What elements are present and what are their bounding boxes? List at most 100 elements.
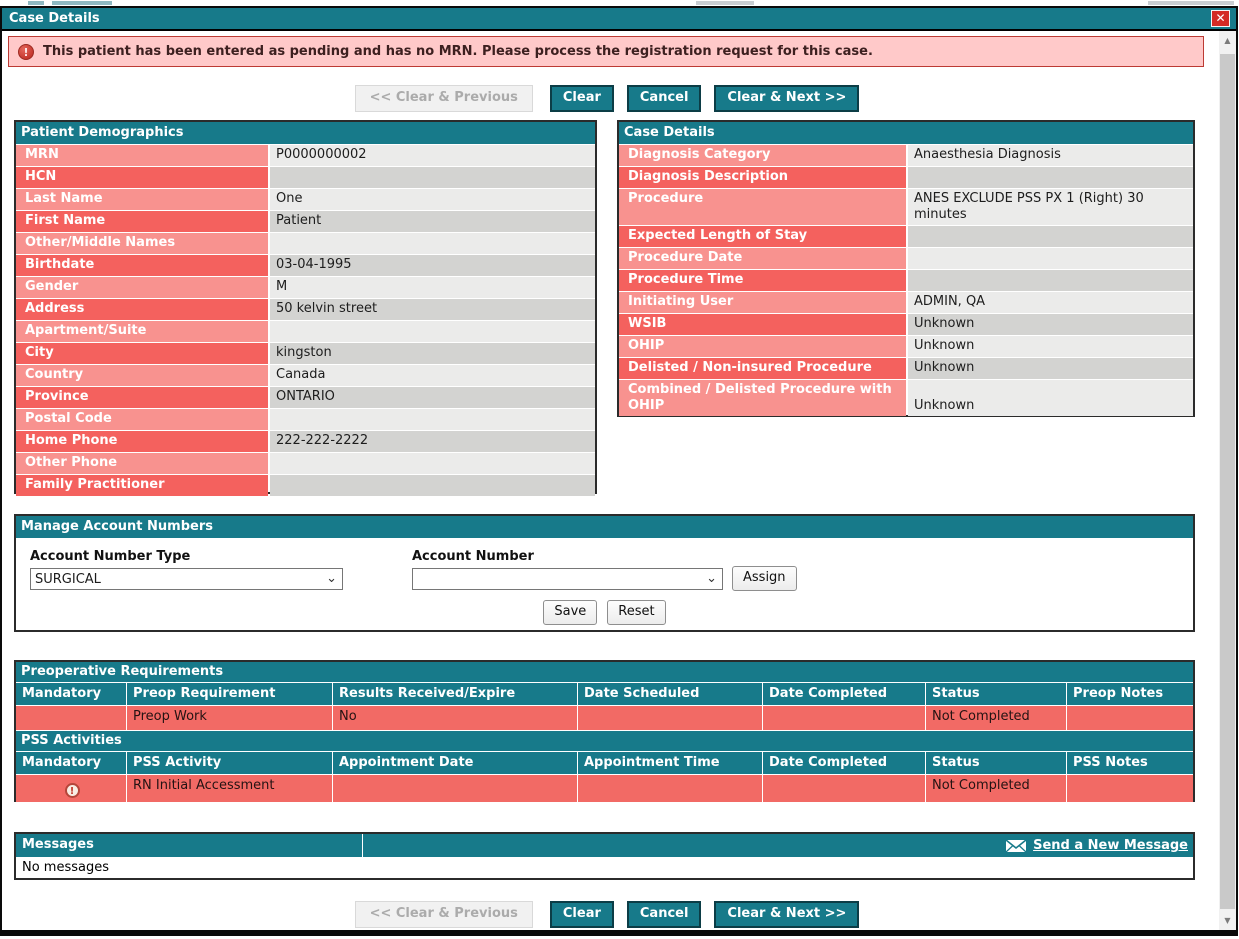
row-label: Home Phone xyxy=(16,431,268,452)
account-number-label: Account Number xyxy=(412,549,534,564)
dialog-title: Case Details xyxy=(9,11,100,26)
row-label: City xyxy=(16,343,268,364)
row-label: HCN xyxy=(16,167,268,188)
cell-preop-requirement: Preop Work xyxy=(127,706,333,730)
row-value xyxy=(270,167,595,188)
table-row: Delisted / Non-insured Procedure Unknown xyxy=(619,358,1193,379)
row-value xyxy=(270,321,595,342)
scrollbar-thumb[interactable] xyxy=(1220,54,1235,909)
close-icon[interactable]: ✕ xyxy=(1211,10,1230,27)
cell-status: Not Completed xyxy=(926,775,1067,802)
underlay-fragment xyxy=(1148,1,1234,5)
column-header: Preop Notes xyxy=(1073,686,1164,701)
cell-pss-notes xyxy=(1067,775,1193,802)
clear-next-button[interactable]: Clear & Next >> xyxy=(714,85,860,112)
preop-column-headers: Mandatory Preop Requirement Results Rece… xyxy=(16,683,1193,705)
row-value: ONTARIO xyxy=(270,387,595,408)
preoperative-requirements-panel: Preoperative Requirements Mandatory Preo… xyxy=(14,660,1195,802)
row-value: Unknown xyxy=(908,380,1193,416)
table-row: Family Practitioner xyxy=(16,475,595,496)
manage-account-numbers-panel: Manage Account Numbers Account Number Ty… xyxy=(14,514,1195,632)
row-value: Unknown xyxy=(908,358,1193,379)
table-row: Expected Length of Stay xyxy=(619,226,1193,247)
messages-empty-text: No messages xyxy=(22,860,110,875)
column-header: Mandatory xyxy=(16,683,127,705)
table-row: Home Phone 222-222-2222 xyxy=(16,431,595,452)
clear-next-button[interactable]: Clear & Next >> xyxy=(714,901,860,928)
save-reset-row: Save Reset xyxy=(16,600,1193,625)
send-new-message-link[interactable]: Send a New Message xyxy=(1005,838,1193,853)
cell-results: No xyxy=(333,706,578,730)
account-number-type-select[interactable]: SURGICAL ⌄ xyxy=(30,568,343,590)
clear-button[interactable]: Clear xyxy=(549,85,614,112)
column-header: Appointment Time xyxy=(578,752,763,774)
cell-mandatory xyxy=(16,706,127,730)
cell-preop-notes xyxy=(1067,706,1193,730)
table-row: City kingston xyxy=(16,343,595,364)
save-button[interactable]: Save xyxy=(543,600,598,625)
row-value: ANES EXCLUDE PSS PX 1 (Right) 30 minutes xyxy=(908,189,1193,225)
scroll-down-icon[interactable]: ▼ xyxy=(1219,912,1236,929)
row-value xyxy=(270,409,595,430)
table-row: HCN xyxy=(16,167,595,188)
row-label: Procedure xyxy=(619,189,906,225)
patient-demographics-panel: Patient Demographics MRN P0000000002 HCN … xyxy=(14,120,597,496)
column-header: PSS Activity xyxy=(127,752,333,774)
table-row: WSIB Unknown xyxy=(619,314,1193,335)
row-value: Patient xyxy=(270,211,595,232)
table-row: Country Canada xyxy=(16,365,595,386)
patient-demographics-title: Patient Demographics xyxy=(16,122,595,144)
clear-previous-button: << Clear & Previous xyxy=(354,85,533,112)
row-value: ADMIN, QA xyxy=(908,292,1193,313)
mandatory-warning-icon: ! xyxy=(64,782,80,798)
vertical-scrollbar[interactable]: ▲ ▼ xyxy=(1219,31,1236,930)
row-value: 50 kelvin street xyxy=(270,299,595,320)
row-value: 222-222-2222 xyxy=(270,431,595,452)
messages-title: Messages xyxy=(16,834,363,857)
table-row: Province ONTARIO xyxy=(16,387,595,408)
row-label: Other/Middle Names xyxy=(16,233,268,254)
clear-button[interactable]: Clear xyxy=(549,901,614,928)
table-row: Last Name One xyxy=(16,189,595,210)
row-label: Family Practitioner xyxy=(16,475,268,496)
case-details-title: Case Details xyxy=(619,122,1193,144)
row-label: Expected Length of Stay xyxy=(619,226,906,247)
row-label: Birthdate xyxy=(16,255,268,276)
row-value xyxy=(270,453,595,474)
chevron-down-icon: ⌄ xyxy=(326,571,337,586)
row-label: Address xyxy=(16,299,268,320)
row-label: Combined / Delisted Procedure with OHIP xyxy=(619,380,906,416)
column-header: Status xyxy=(926,752,1067,774)
table-row: Apartment/Suite xyxy=(16,321,595,342)
account-number-select[interactable]: ⌄ xyxy=(412,568,723,590)
pss-activities-title: PSS Activities xyxy=(16,731,1193,751)
underlay-fragment xyxy=(52,1,112,5)
case-details-panel: Case Details Diagnosis Category Anaesthes… xyxy=(617,120,1195,417)
row-label: First Name xyxy=(16,211,268,232)
row-value xyxy=(908,248,1193,269)
row-value: kingston xyxy=(270,343,595,364)
table-row: Birthdate 03-04-1995 xyxy=(16,255,595,276)
dialog-titlebar: Case Details ✕ xyxy=(2,8,1236,31)
table-row: Postal Code xyxy=(16,409,595,430)
table-row: OHIP Unknown xyxy=(619,336,1193,357)
top-nav-buttons: << Clear & Previous Clear Cancel Clear &… xyxy=(2,85,1212,112)
selected-value: SURGICAL xyxy=(35,571,101,587)
column-header: Appointment Date xyxy=(333,752,578,774)
row-label: WSIB xyxy=(619,314,906,335)
alert-message: This patient has been entered as pending… xyxy=(43,44,873,59)
messages-header: Messages Send a New Message xyxy=(16,834,1193,857)
assign-button[interactable]: Assign xyxy=(732,566,797,591)
reset-button[interactable]: Reset xyxy=(607,600,666,625)
pss-column-headers: Mandatory PSS Activity Appointment Date … xyxy=(16,752,1193,774)
row-label: Postal Code xyxy=(16,409,268,430)
table-row: Procedure Date xyxy=(619,248,1193,269)
row-label: Diagnosis Category xyxy=(619,145,906,166)
row-value: M xyxy=(270,277,595,298)
cancel-button[interactable]: Cancel xyxy=(626,901,702,928)
table-row: Procedure Time xyxy=(619,270,1193,291)
send-new-message-label: Send a New Message xyxy=(1033,838,1188,853)
row-label: Procedure Time xyxy=(619,270,906,291)
scroll-up-icon[interactable]: ▲ xyxy=(1219,32,1236,49)
cancel-button[interactable]: Cancel xyxy=(626,85,702,112)
